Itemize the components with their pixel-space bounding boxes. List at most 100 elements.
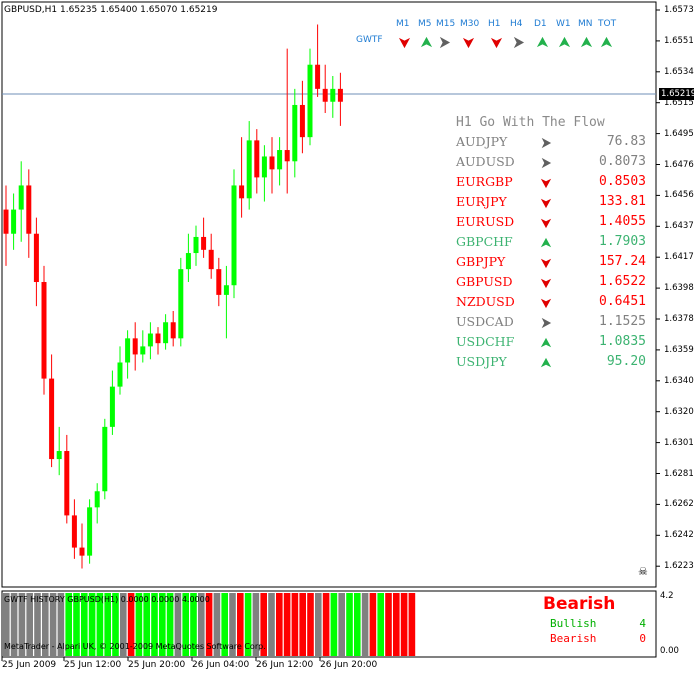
flow-pair-value: 76.83 [606,134,646,149]
timeframe-trend-arrow-icon [580,36,593,48]
history-bar [283,593,291,656]
flow-pair-name: EURJPY [456,194,507,209]
candle-body [261,156,267,178]
candle [87,499,93,564]
candle [18,161,24,242]
candle [49,354,55,468]
candle [223,265,229,339]
bearish-label: Bearish [550,632,597,645]
candle [269,137,275,194]
candle [216,257,222,307]
history-bar [26,593,33,656]
flow-trend-arrow-icon [540,178,552,189]
timeframe-label: M15 [436,19,456,29]
subwindow-frame [1,590,657,658]
history-bar [182,593,189,656]
history-bar [159,593,166,656]
history-bar [330,593,338,656]
price-axis-label: 1.62425 [664,530,694,541]
history-bars-layer [3,593,416,656]
flow-trend-arrow-icon [541,157,552,169]
time-axis-label: 26 Jun 12:00 [256,660,314,670]
flow-pair-name: EURGBP [456,174,513,189]
candle-body [254,140,260,178]
flow-row: USDCHF 1.0835 [456,334,648,352]
history-bar [400,593,408,656]
price-axis-label: 1.64565 [664,190,694,201]
bullish-label: Bullish [550,617,597,630]
candle [170,310,176,347]
candle [246,121,252,210]
candle [315,24,321,97]
flow-trend-arrow-icon [541,137,552,149]
flow-trend-arrow-icon [540,237,552,248]
flow-table-title: H1 Go With The Flow [456,115,605,130]
price-axis-label: 1.63980 [664,283,694,294]
timeframe-trend-arrow-icon [439,36,451,49]
candle-body [33,233,39,283]
flow-pair-name: EURUSD [456,214,515,229]
timeframe-trend-indicator [490,34,504,49]
history-bar [385,593,392,656]
timeframe-label: D1 [534,19,547,29]
candle [292,88,298,178]
flow-trend-indicator [540,217,553,230]
history-bar [18,593,26,656]
flow-row: EURJPY 133.81 [456,194,648,212]
timeframe-trend-indicator [438,34,452,49]
flow-pair-value: 0.6451 [599,294,646,309]
candle-body [125,338,131,363]
price-axis-label: 1.63785 [664,314,694,324]
candle [231,169,237,299]
candle-body [3,209,9,234]
flow-pair-name: AUDUSD [456,154,515,169]
price-axis-label: 1.65515 [664,35,694,46]
candle [239,137,245,218]
history-bar [166,593,174,656]
candle [277,137,283,186]
candle-body [117,362,123,387]
time-axis-label: 25 Jun 2009 [2,660,57,670]
history-bar [315,593,322,656]
candle [284,48,290,194]
summary-label: Bearish [543,594,616,614]
candle [125,330,131,379]
candle [261,145,267,202]
candle [185,233,191,283]
history-bar [354,593,361,656]
candle-body [140,346,146,355]
candle [64,434,70,524]
flow-pair-name: AUDJPY [456,134,508,149]
history-bar [49,593,57,656]
flow-trend-indicator [540,237,553,250]
history-bar [57,593,65,656]
flow-pair-value: 1.0835 [599,334,646,349]
flow-pair-value: 1.1525 [599,314,646,329]
flow-trend-indicator [540,157,553,170]
flow-pair-value: 95.20 [606,354,646,369]
time-axis-label: 25 Jun 20:00 [128,660,186,670]
history-bar [276,593,283,656]
subwindow-scale-top: 4.2 [660,591,674,601]
timeframe-trend-indicator [512,34,526,49]
timeframe-trend-indicator [536,34,550,48]
candle [117,346,123,395]
flow-row: EURUSD 1.4055 [456,214,648,232]
flow-trend-indicator [540,137,553,150]
history-bar [151,593,158,656]
timeframe-label: M30 [460,19,480,29]
history-bar [244,593,252,656]
timeframe-label: M1 [396,19,410,29]
bullish-count-row: Bullish 4 [550,617,646,631]
timeframe-trend-arrow-icon [420,36,433,48]
flow-trend-indicator [540,197,553,210]
flow-pair-value: 133.81 [599,194,646,209]
candle [56,426,62,476]
timeframe-trend-indicator [398,34,412,49]
history-bar [10,593,18,656]
candle [178,257,184,347]
flow-pair-value: 1.7903 [599,234,646,249]
main-chart-frame [1,1,657,588]
candle [307,48,313,146]
